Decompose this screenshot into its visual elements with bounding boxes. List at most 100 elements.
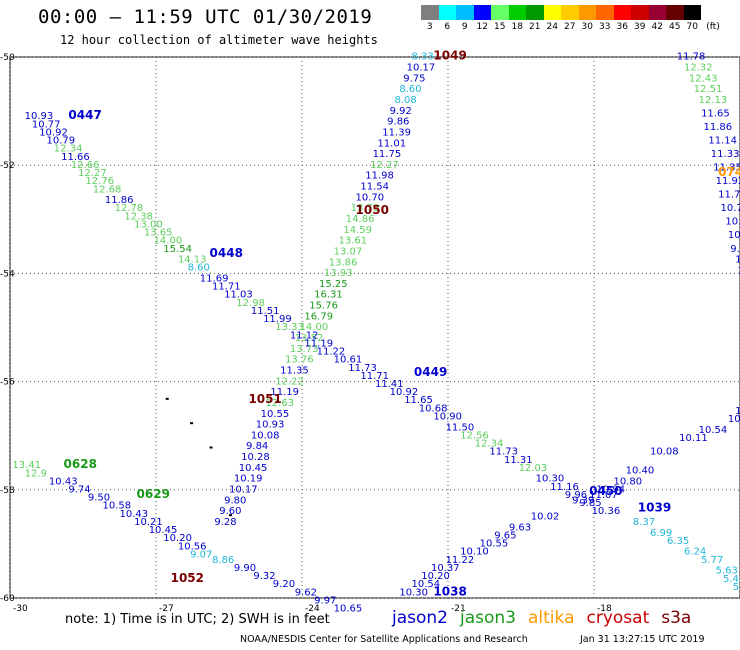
island-mark — [190, 422, 194, 425]
satellite-legend-item: jason3 — [460, 608, 516, 628]
wave-height-value: 11.50 — [446, 422, 475, 433]
wave-height-value: 11.73 — [489, 447, 518, 458]
wave-height-value: 11.07 — [589, 490, 618, 501]
wave-height-value: 11.22 — [317, 347, 346, 358]
pass-label: 074 — [718, 165, 740, 179]
wave-height-value: 11.39 — [382, 127, 411, 138]
wave-height-value: 6.35 — [667, 536, 689, 547]
wave-height-value: 10.55 — [261, 409, 290, 420]
wave-height-value: 10.77 — [32, 119, 61, 130]
wave-height-value: 12.03 — [519, 463, 548, 474]
wave-height-value: 10.45 — [149, 525, 178, 536]
wave-height-value: 10.80 — [613, 476, 642, 487]
footer-timestamp: Jan 31 13:27:15 UTC 2019 — [580, 634, 705, 645]
wave-height-value: 14.13 — [178, 255, 207, 266]
wave-height-value: 9.62 — [295, 587, 317, 598]
wave-height-value: 11.12 — [290, 330, 319, 341]
wave-height-value: 10.58 — [102, 501, 131, 512]
color-scale-tick-label: 30 — [581, 22, 593, 32]
wave-height-value: 10.20 — [421, 571, 450, 582]
color-scale-swatch — [578, 5, 596, 20]
wave-height-value: 9.74 — [68, 485, 90, 496]
wave-height-value: 8.08 — [394, 95, 416, 106]
color-scale-tick-label: 42 — [651, 22, 663, 32]
wave-height-value: 12.63 — [266, 398, 295, 409]
wave-height-value: 13.65 — [144, 228, 173, 239]
wave-height-value: 13.73 — [290, 344, 319, 355]
wave-height-value: 10.11 — [679, 433, 708, 444]
wave-height-value: 5.1 — [733, 582, 740, 593]
wave-height-value: 10.08 — [650, 447, 679, 458]
wave-height-value: 12.32 — [684, 63, 713, 74]
color-scale-tick-label: 21 — [529, 22, 541, 32]
pass-label: 0450 — [589, 484, 622, 498]
pass-label: 1051 — [248, 392, 281, 406]
color-scale-swatch — [473, 5, 491, 20]
wave-height-value: 11.78 — [677, 52, 706, 63]
wave-height-value: 14.00 — [154, 236, 183, 247]
wave-height-value: 9.28 — [214, 517, 236, 528]
wave-height-value: 9.92 — [390, 106, 412, 117]
wave-height-value: 11.16 — [550, 482, 579, 493]
island-mark — [165, 397, 169, 400]
island-mark — [209, 446, 213, 449]
wave-height-value: 9.84 — [246, 441, 268, 452]
wave-height-value: 9.97 — [314, 595, 336, 606]
wave-height-value: 13.86 — [329, 257, 358, 268]
wave-height-value: 10.40 — [626, 466, 655, 477]
wave-height-value: 10.20 — [163, 533, 192, 544]
wave-height-value: 10.54 — [412, 579, 441, 590]
wave-height-value: 9.90 — [234, 563, 256, 574]
island-mark — [229, 514, 232, 517]
wave-height-value: 11.71 — [212, 282, 241, 293]
lon-tick-label: -27 — [159, 604, 174, 614]
wave-height-value: 13.52 — [295, 333, 324, 344]
color-scale-unit: (ft) — [706, 22, 720, 32]
wave-height-value: 11.66 — [61, 152, 90, 163]
wave-height-value: 9.60 — [219, 506, 241, 517]
wave-height-value: 10.54 — [699, 425, 728, 436]
wave-height-value: 10.70 — [356, 192, 385, 203]
pass-label: 1039 — [638, 500, 671, 514]
wave-height-value: 10.90 — [433, 411, 462, 422]
satellite-legend-item: jason2 — [392, 608, 448, 628]
satellite-legend-item: cryosat — [586, 608, 650, 628]
wave-height-value: 12.68 — [93, 184, 122, 195]
wave-height-value: 10.37 — [431, 563, 460, 574]
wave-height-value: 12.98 — [236, 298, 265, 309]
lat-tick-label: -50 — [0, 53, 15, 63]
wave-height-value: 12.43 — [689, 73, 718, 84]
wave-height-value: 12.9 — [25, 468, 47, 479]
color-scale-tick-label: 33 — [599, 22, 611, 32]
wave-height-value: 10.02 — [531, 512, 560, 523]
wave-height-value: 6.24 — [684, 547, 706, 558]
wave-height-value: 11.03 — [224, 290, 253, 301]
wave-height-value: 11.86 — [704, 122, 733, 133]
color-scale-swatch — [596, 5, 614, 20]
wave-height-value: 10.30 — [399, 587, 428, 598]
wave-height-value: 11.71 — [360, 371, 389, 382]
wave-height-value: 6.99 — [650, 528, 672, 539]
wave-height-value: 10.68 — [419, 403, 448, 414]
wave-height-value: 11.01 — [377, 138, 406, 149]
wave-height-value: 11.35 — [713, 163, 740, 174]
color-scale-tick-label: 39 — [634, 22, 646, 32]
color-scale-bar — [421, 5, 701, 20]
page-title: 00:00 – 11:59 UTC 01/30/2019 — [38, 6, 373, 28]
color-scale-swatch — [491, 5, 509, 20]
wave-height-value: 12.51 — [694, 84, 723, 95]
wave-height-value: 13.61 — [339, 236, 368, 247]
wave-height-value: 13.33 — [275, 322, 304, 333]
wave-height-value: 9.39 — [572, 495, 594, 506]
color-scale-swatch — [543, 5, 561, 20]
wave-height-value: 12.34 — [475, 439, 504, 450]
wave-height-value: 11.73 — [348, 363, 377, 374]
color-scale-swatch — [631, 5, 649, 20]
wave-height-value: 10.17 — [229, 485, 258, 496]
wave-height-value: 11.19 — [270, 387, 299, 398]
color-scale-tick-label: 9 — [461, 22, 468, 32]
lat-tick-label: -52 — [0, 161, 15, 171]
wave-height-value: 10.65 — [334, 604, 363, 615]
pass-label: 1052 — [171, 571, 204, 585]
wave-height-value: 5.48 — [723, 574, 740, 585]
